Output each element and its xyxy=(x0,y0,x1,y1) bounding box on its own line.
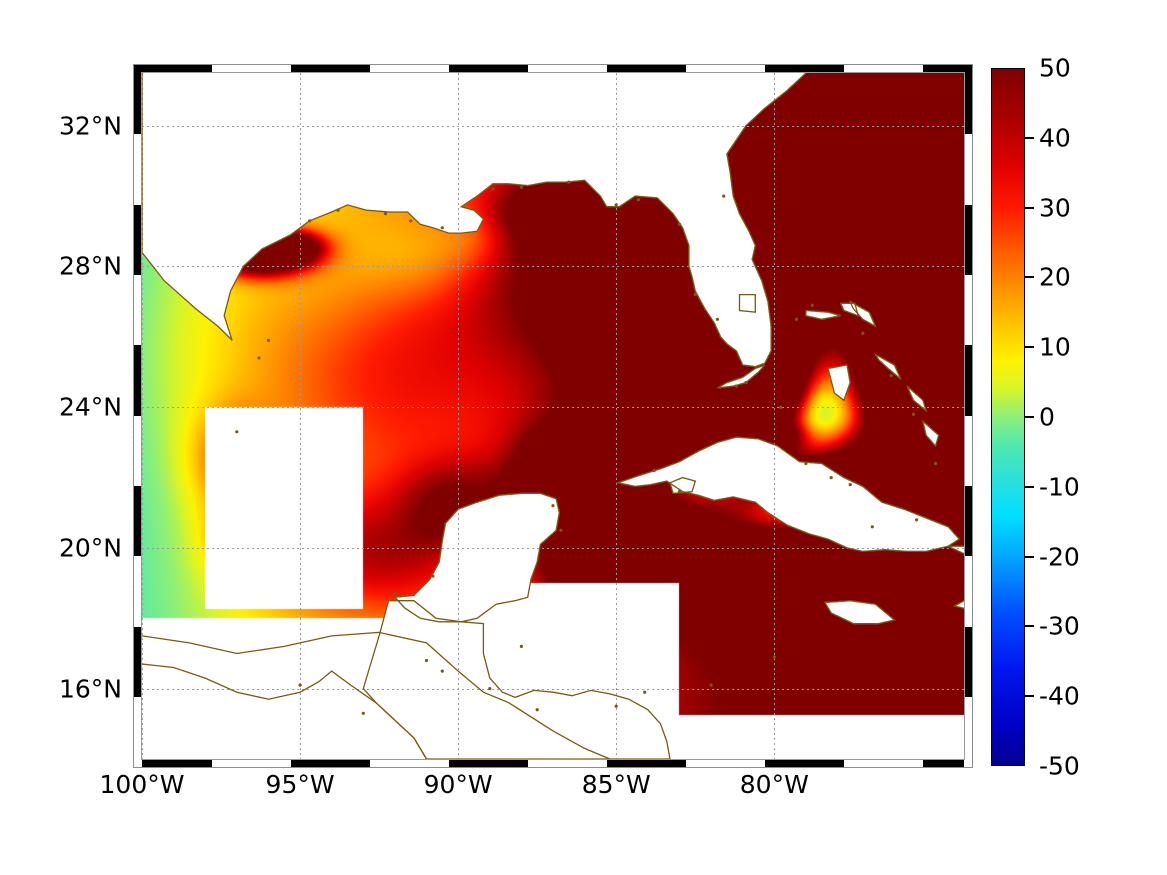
colorbar-tick-mark xyxy=(1025,136,1034,139)
x-tick-label: 95°W xyxy=(265,770,335,799)
colorbar-tick-mark xyxy=(1025,485,1034,488)
colorbar-tick-label: -30 xyxy=(1039,611,1080,641)
y-tick-label: 16°N xyxy=(58,674,122,704)
map-inner-line-top xyxy=(141,72,965,73)
colorbar-tick-label: -20 xyxy=(1039,542,1080,572)
x-tick-label: 80°W xyxy=(739,770,809,799)
colorbar-tick-label: 10 xyxy=(1039,332,1071,362)
x-tick-label: 85°W xyxy=(581,770,651,799)
map-axes xyxy=(133,64,973,768)
y-tick-label: 24°N xyxy=(58,392,122,422)
colorbar-tick-mark xyxy=(1025,346,1034,349)
colorbar-tick-label: 40 xyxy=(1039,123,1071,153)
colorbar-tick-mark xyxy=(1025,276,1034,279)
map-plot-area xyxy=(142,73,964,759)
map-border-bottom xyxy=(133,759,973,768)
map-border-right xyxy=(964,64,973,768)
colorbar-tick-label: 0 xyxy=(1039,402,1055,432)
colorbar-tick-label: -10 xyxy=(1039,472,1080,502)
colorbar-tick-label: 50 xyxy=(1039,53,1071,83)
colorbar-tick-mark xyxy=(1025,555,1034,558)
scalar-field-raster xyxy=(142,73,964,759)
map-inner-line-bottom xyxy=(141,759,965,760)
x-tick-label: 100°W xyxy=(99,770,185,799)
colorbar-tick-label: 20 xyxy=(1039,262,1071,292)
colorbar-tick-label: -40 xyxy=(1039,681,1080,711)
colorbar-tick-label: -50 xyxy=(1039,751,1080,781)
map-inner-line-left xyxy=(141,72,142,760)
colorbar xyxy=(991,68,1025,766)
colorbar-tick-mark xyxy=(1025,416,1034,418)
colorbar-tick-mark xyxy=(1025,695,1034,698)
y-tick-label: 32°N xyxy=(58,111,122,141)
map-border-top xyxy=(133,64,973,73)
colorbar-tick-labels: 50 40 30 20 10 0 -10 -20 -30 -40 -50 xyxy=(991,56,1151,779)
colorbar-tick-mark xyxy=(1025,625,1034,628)
map-inner-line-right xyxy=(964,72,965,760)
y-tick-label: 20°N xyxy=(58,533,122,563)
x-tick-label: 90°W xyxy=(423,770,493,799)
y-tick-label: 28°N xyxy=(58,251,122,281)
colorbar-tick-label: 30 xyxy=(1039,193,1071,223)
colorbar-gradient xyxy=(991,68,1025,766)
colorbar-tick-mark xyxy=(1025,206,1034,209)
